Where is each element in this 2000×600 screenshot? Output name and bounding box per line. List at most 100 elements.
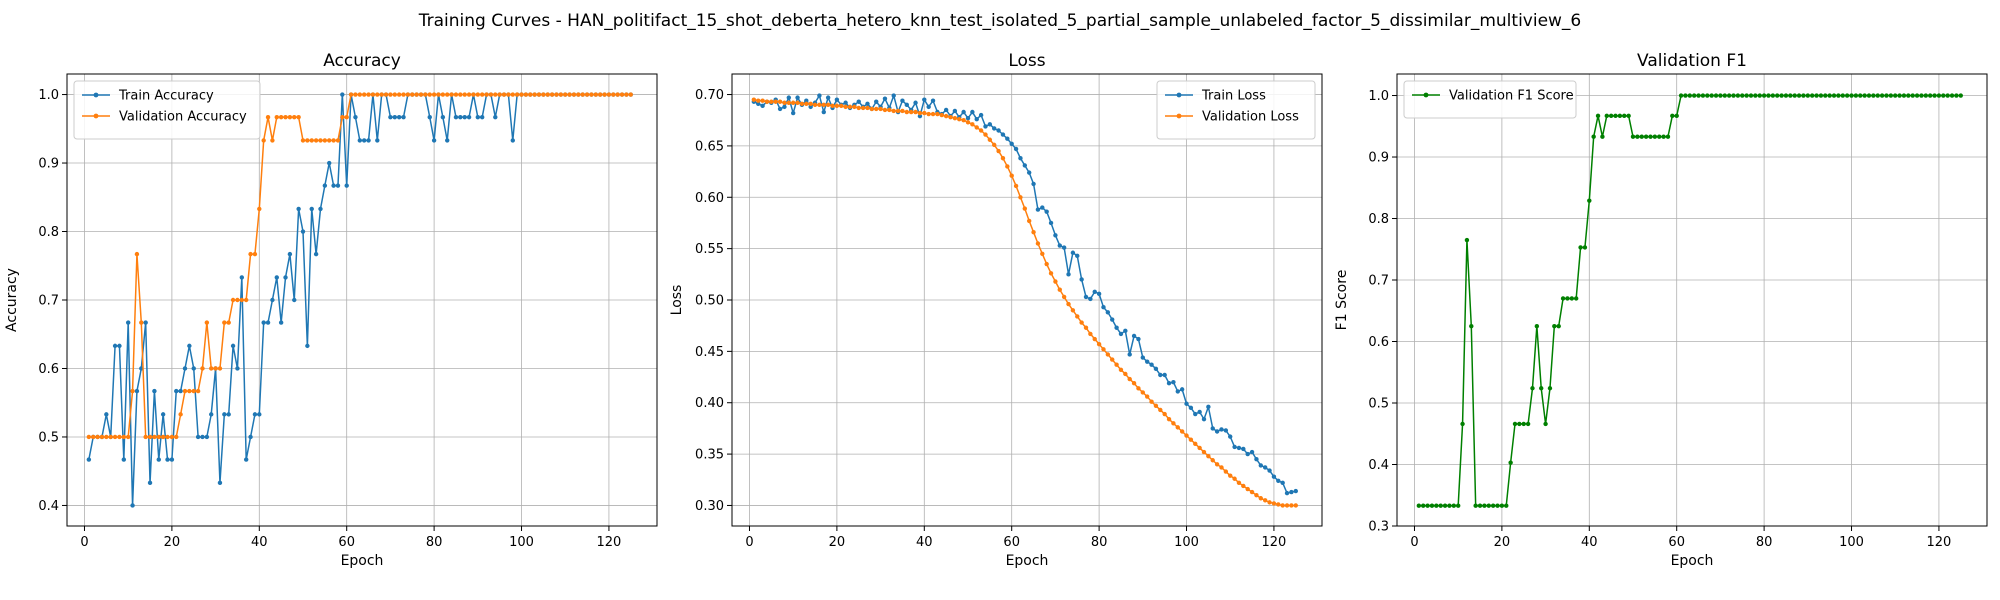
data-point [1289, 489, 1294, 495]
data-point [270, 138, 275, 143]
data-point [1070, 308, 1076, 313]
data-point [182, 366, 188, 371]
data-point [825, 102, 831, 108]
x-tick-label: 20 [829, 535, 846, 550]
data-point [121, 457, 127, 462]
data-point [169, 457, 175, 462]
data-point [1088, 331, 1093, 337]
data-point [1210, 426, 1215, 431]
data-point [488, 92, 494, 97]
panel-3: 0 20 40 60 80 100 120 0.3 0.4 0.5 0.6 0.7 0.8 0.9 1.0 V… [1334, 51, 1988, 569]
data-point [243, 457, 249, 462]
data-point [427, 92, 432, 97]
data-point [1508, 460, 1513, 465]
data-point [257, 412, 262, 417]
data-point [283, 114, 288, 120]
data-point [1486, 503, 1491, 508]
data-point [318, 138, 323, 143]
data-point [1451, 503, 1457, 508]
data-point [1643, 134, 1649, 139]
series-line-2 [753, 98, 1296, 507]
series-line-1 [753, 94, 1296, 494]
data-point [125, 320, 131, 325]
data-point [230, 297, 236, 303]
data-point [895, 108, 901, 114]
data-point [1171, 421, 1176, 426]
data-point [366, 138, 371, 143]
data-point [344, 183, 349, 188]
data-point [1893, 93, 1898, 98]
data-point [226, 320, 231, 325]
data-point [204, 434, 210, 440]
data-point [904, 109, 910, 115]
data-point [943, 107, 949, 113]
data-point [375, 138, 380, 143]
y-tick-label: 0.3 [1368, 520, 1389, 535]
data-point [471, 92, 476, 97]
data-point [445, 138, 450, 143]
data-point [1809, 93, 1815, 98]
data-point [1425, 503, 1430, 508]
data-point [95, 434, 100, 440]
y-tick-label: 0.7 [38, 294, 59, 309]
data-point [1110, 317, 1115, 322]
data-point [978, 112, 984, 118]
x-tick-label: 0 [80, 535, 88, 550]
panel-title: Loss [1008, 51, 1045, 71]
x-tick-label: 120 [1262, 535, 1287, 550]
data-point [300, 229, 306, 234]
data-point [1031, 181, 1036, 187]
data-point [1648, 134, 1653, 139]
data-point [152, 434, 157, 440]
data-point [1197, 409, 1202, 415]
data-point [1447, 503, 1452, 508]
data-point [1136, 336, 1141, 342]
data-point [1206, 404, 1211, 410]
data-point [440, 92, 446, 97]
data-point [1276, 478, 1281, 483]
data-point [1131, 381, 1137, 386]
data-point [1718, 93, 1723, 98]
data-point [1587, 198, 1592, 203]
data-point [510, 92, 515, 97]
y-tick-label: 0.8 [1368, 212, 1389, 227]
data-point [1932, 93, 1937, 98]
data-point [1582, 245, 1588, 250]
data-point [1499, 503, 1505, 508]
data-point [908, 109, 914, 115]
data-point [1280, 503, 1285, 508]
data-point [589, 92, 594, 97]
data-point [1801, 93, 1806, 98]
data-point [86, 457, 92, 462]
legend-box [1156, 80, 1316, 140]
data-point [1223, 469, 1229, 474]
data-point [1945, 93, 1950, 98]
data-point [252, 251, 258, 257]
data-point [1635, 134, 1640, 139]
data-point [1166, 381, 1172, 386]
data-point [195, 388, 201, 394]
data-point [357, 92, 363, 97]
data-point [292, 114, 297, 120]
data-point [1840, 93, 1845, 98]
x-tick-label: 80 [1091, 535, 1108, 550]
legend-swatch-marker [93, 113, 99, 119]
data-point [414, 92, 419, 97]
data-point [523, 92, 529, 97]
data-point [1626, 113, 1631, 119]
data-point [174, 434, 179, 440]
data-point [1262, 465, 1268, 470]
data-point [104, 412, 109, 417]
data-point [1827, 93, 1832, 98]
data-point [519, 92, 524, 97]
data-point [388, 114, 393, 120]
data-point [1144, 359, 1150, 364]
data-point [878, 106, 883, 112]
x-tick-label: 60 [338, 535, 355, 550]
data-point [1022, 206, 1028, 211]
data-point [756, 101, 761, 106]
data-point [370, 92, 376, 97]
data-point [396, 92, 402, 97]
data-point [1153, 366, 1159, 372]
legend-entry: Train Loss [1201, 89, 1266, 104]
